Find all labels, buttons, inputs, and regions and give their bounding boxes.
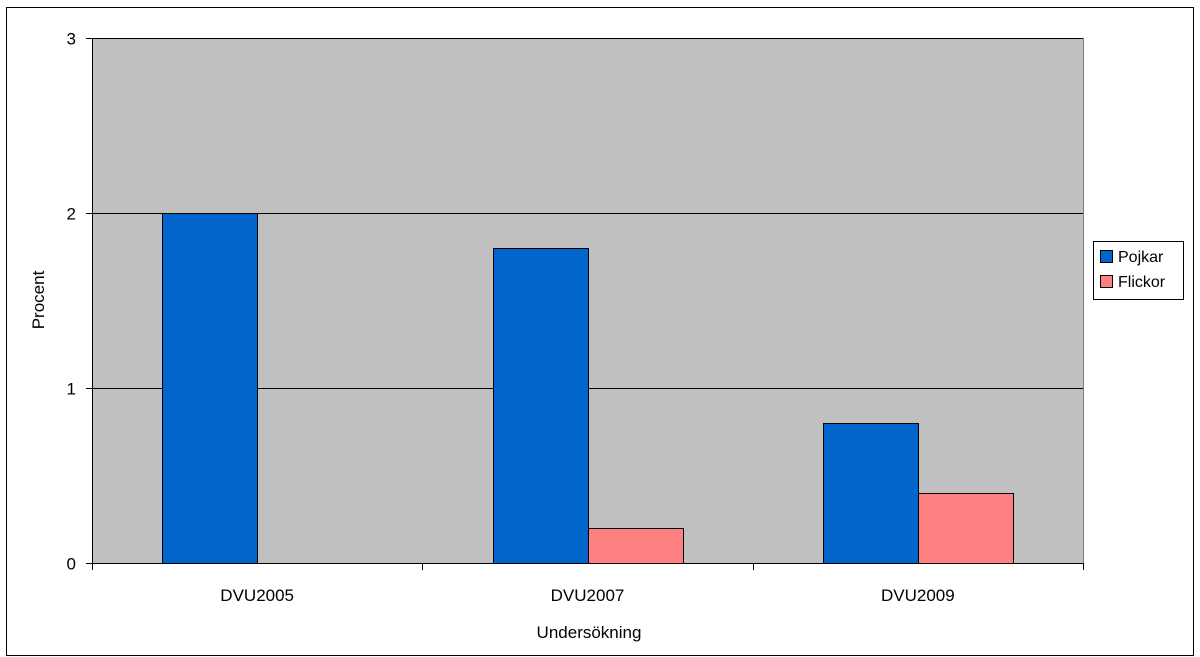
y-tick-label: 0 bbox=[67, 555, 76, 574]
legend: Pojkar Flickor bbox=[1093, 241, 1184, 300]
bar-pojkar-dvu2009 bbox=[823, 423, 919, 564]
x-tick-label: DVU2007 bbox=[551, 586, 625, 605]
y-axis-label: Procent bbox=[29, 270, 48, 329]
y-tick-labels: 0 1 2 3 bbox=[67, 30, 76, 574]
bar-flickor-dvu2007 bbox=[588, 528, 684, 564]
bars bbox=[162, 213, 1014, 564]
legend-label-flickor: Flickor bbox=[1118, 274, 1166, 291]
axes bbox=[86, 38, 1084, 570]
legend-label-pojkar: Pojkar bbox=[1118, 249, 1164, 266]
legend-swatch-flickor bbox=[1100, 275, 1113, 288]
y-tick-label: 2 bbox=[67, 205, 76, 224]
bar-flickor-dvu2009 bbox=[918, 493, 1014, 564]
x-tick-label: DVU2005 bbox=[220, 586, 294, 605]
y-tick-label: 3 bbox=[67, 30, 76, 49]
x-tick-label: DVU2009 bbox=[881, 586, 955, 605]
bar-pojkar-dvu2007 bbox=[493, 248, 589, 564]
y-tick-label: 1 bbox=[67, 380, 76, 399]
bar-pojkar-dvu2005 bbox=[162, 213, 258, 564]
legend-swatch-pojkar bbox=[1100, 250, 1113, 263]
x-axis-label: Undersökning bbox=[537, 623, 642, 642]
x-tick-labels: DVU2005 DVU2007 DVU2009 bbox=[220, 586, 954, 605]
